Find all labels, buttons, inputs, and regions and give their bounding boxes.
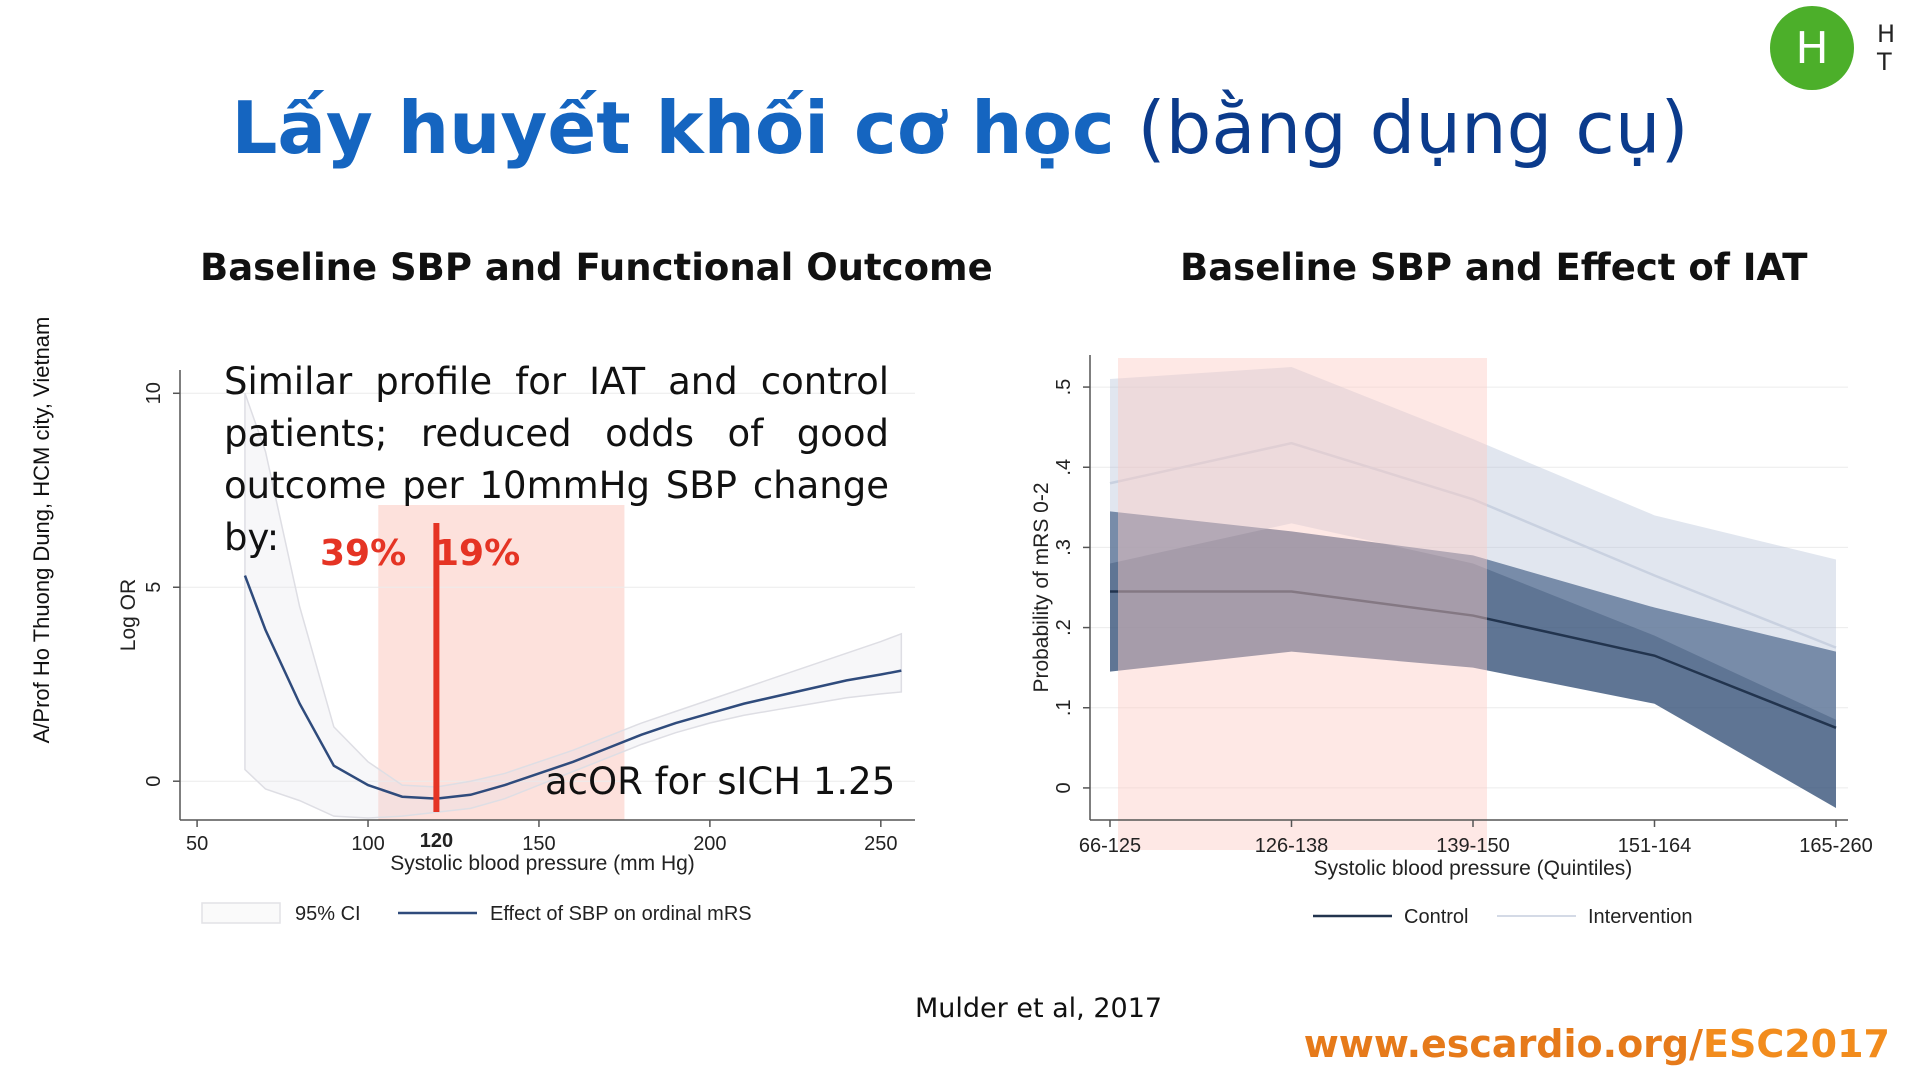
series-line-0 bbox=[1110, 590, 1837, 729]
y-tick-label-4: .4 bbox=[1053, 459, 1075, 476]
ci-band-0 bbox=[1110, 511, 1836, 808]
x-axis-label: Systolic blood pressure (mm Hg) bbox=[390, 852, 695, 875]
marker-tick-label: 120 bbox=[420, 830, 453, 852]
y-tick-label-0: 0 bbox=[143, 776, 165, 787]
series-line-0 bbox=[243, 575, 902, 800]
footer-url-esc: ESC2017 bbox=[1703, 1022, 1890, 1066]
x-tick-label-1: 100 bbox=[351, 833, 384, 855]
highlight-range bbox=[1118, 358, 1487, 850]
legend-swatch-ci bbox=[201, 902, 281, 924]
odds-reduction-left: 39% bbox=[320, 533, 407, 574]
x-tick-label-0: 50 bbox=[186, 833, 208, 855]
legend-label-ci: 95% CI bbox=[295, 903, 361, 925]
citation: Mulder et al, 2017 bbox=[915, 993, 1163, 1024]
slide-title-rest: (bằng dụng cụ) bbox=[1114, 86, 1689, 170]
x-tick-label-2: 139-150 bbox=[1436, 835, 1509, 857]
y-tick-label-1: .1 bbox=[1053, 699, 1075, 716]
chart-annotation-note: Similar profile for IAT and control pati… bbox=[224, 360, 889, 559]
y-tick-label-0: 0 bbox=[1053, 782, 1075, 793]
acor-annotation: acOR for sICH 1.25 bbox=[545, 760, 896, 803]
footer-url: www.escardio.org/ESC2017 bbox=[1304, 1022, 1890, 1066]
presenter-avatar: H bbox=[1770, 6, 1854, 90]
slide-title: Lấy huyết khối cơ học (bằng dụng cụ) bbox=[0, 86, 1920, 170]
presenter-initials: H T bbox=[1877, 20, 1900, 76]
slide-title-bold: Lấy huyết khối cơ học bbox=[231, 86, 1115, 170]
ci-band-1 bbox=[1110, 367, 1836, 720]
x-tick-label-3: 151-164 bbox=[1618, 835, 1691, 857]
y-tick-label-2: 10 bbox=[143, 382, 165, 404]
footer-url-prefix: www.escardio.org/ bbox=[1303, 1022, 1704, 1066]
y-tick-label-5: .5 bbox=[1053, 379, 1075, 396]
y-axis-label: Probability of mRS 0-2 bbox=[1030, 482, 1053, 692]
legend-label-effect: Effect of SBP on ordinal mRS bbox=[490, 903, 752, 925]
x-tick-label-0: 66-125 bbox=[1079, 835, 1141, 857]
x-tick-label-2: 150 bbox=[522, 833, 555, 855]
y-tick-label-3: .3 bbox=[1053, 539, 1075, 556]
ci-band bbox=[244, 393, 903, 819]
x-tick-label-4: 250 bbox=[864, 833, 897, 855]
left-chart-title: Baseline SBP and Functional Outcome bbox=[200, 246, 993, 289]
legend-label-control: Control bbox=[1404, 906, 1468, 928]
y-tick-label-2: .2 bbox=[1053, 619, 1075, 636]
x-axis-label: Systolic blood pressure (Quintiles) bbox=[1314, 857, 1633, 880]
x-tick-label-3: 200 bbox=[693, 833, 726, 855]
y-axis-label: Log OR bbox=[117, 579, 140, 651]
x-tick-label-1: 126-138 bbox=[1255, 835, 1328, 857]
right-chart-title: Baseline SBP and Effect of IAT bbox=[1180, 246, 1808, 289]
series-line-1 bbox=[1109, 441, 1837, 649]
legend-label-intervention: Intervention bbox=[1588, 906, 1693, 928]
odds-reduction-right: 19% bbox=[434, 533, 521, 574]
x-tick-label-4: 165-260 bbox=[1799, 835, 1872, 857]
y-tick-label-1: 5 bbox=[143, 582, 165, 593]
